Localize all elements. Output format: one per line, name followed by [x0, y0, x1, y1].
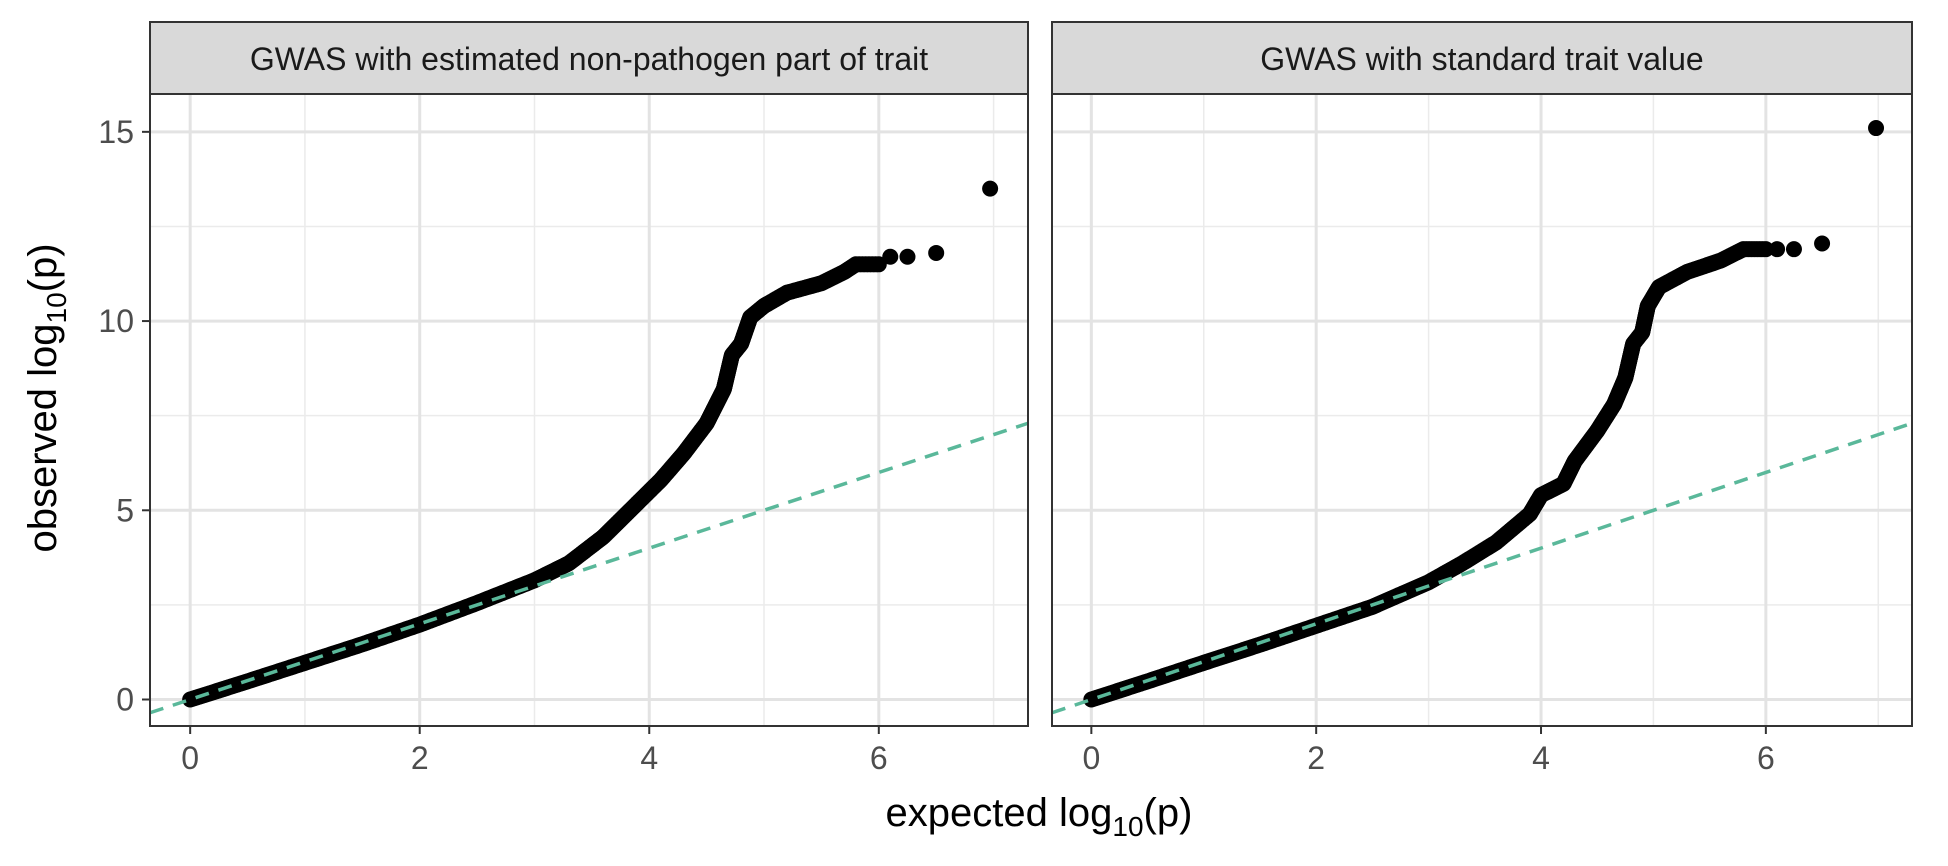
- x-tick-label: 4: [640, 740, 658, 776]
- reference-line: [149, 421, 1029, 715]
- y-axis-title-suffix: (p): [21, 243, 65, 292]
- x-axis-title-subscript: 10: [1112, 811, 1143, 842]
- panel-left-background: [150, 94, 1028, 726]
- y-tick-label: 0: [116, 682, 134, 718]
- x-axis-title-prefix: expected log: [886, 791, 1113, 835]
- x-tick-label: 0: [1082, 740, 1100, 776]
- panel-right-strip: [1051, 21, 1913, 95]
- y-axis-title-prefix: observed log: [21, 324, 65, 553]
- panel-right-title: GWAS with standard trait value: [1260, 41, 1703, 77]
- data-point-outlier: [1769, 241, 1786, 258]
- y-tick-label: 10: [98, 303, 134, 339]
- y-axis-title: observed log10(p): [21, 243, 72, 552]
- x-tick-label: 2: [411, 740, 429, 776]
- x-tick-label: 6: [870, 740, 888, 776]
- panel-right-plot-area: [1051, 93, 1913, 727]
- x-tick-label: 6: [1757, 740, 1775, 776]
- panel-left-title: GWAS with estimated non-pathogen part of…: [250, 41, 928, 77]
- panel-left: GWAS with estimated non-pathogen part of…: [149, 21, 1029, 727]
- x-axis-ticks: 0 2 4 6 0 2 4 6: [181, 726, 1775, 776]
- panel-right: GWAS with standard trait value: [1051, 21, 1913, 727]
- panel-left-plot-area: [149, 93, 1029, 727]
- y-axis-title-subscript: 10: [41, 292, 72, 323]
- x-tick-label: 4: [1532, 740, 1550, 776]
- data-point-outlier: [982, 180, 999, 197]
- panel-left-border: [149, 93, 1029, 727]
- y-tick-label: 5: [116, 492, 134, 528]
- panel-right-border: [1051, 93, 1913, 727]
- data-point-outlier: [1868, 120, 1885, 137]
- y-axis-ticks: 0 5 10 15: [98, 114, 150, 718]
- x-tick-label: 2: [1307, 740, 1325, 776]
- data-point-outlier: [1814, 235, 1831, 252]
- data-point-outlier: [1785, 241, 1802, 258]
- x-axis-title-suffix: (p): [1144, 791, 1193, 835]
- data-point: [870, 256, 887, 273]
- data-point-outlier: [882, 248, 899, 265]
- y-tick-label: 15: [98, 114, 134, 150]
- data-point: [1757, 241, 1774, 258]
- x-tick-label: 0: [181, 740, 199, 776]
- panel-left-strip: [149, 21, 1029, 95]
- reference-line: [1051, 421, 1913, 715]
- data-point-outlier: [899, 248, 916, 265]
- x-axis-title: expected log10(p): [886, 791, 1193, 842]
- panel-right-background: [1052, 94, 1912, 726]
- data-point-outlier: [928, 244, 945, 261]
